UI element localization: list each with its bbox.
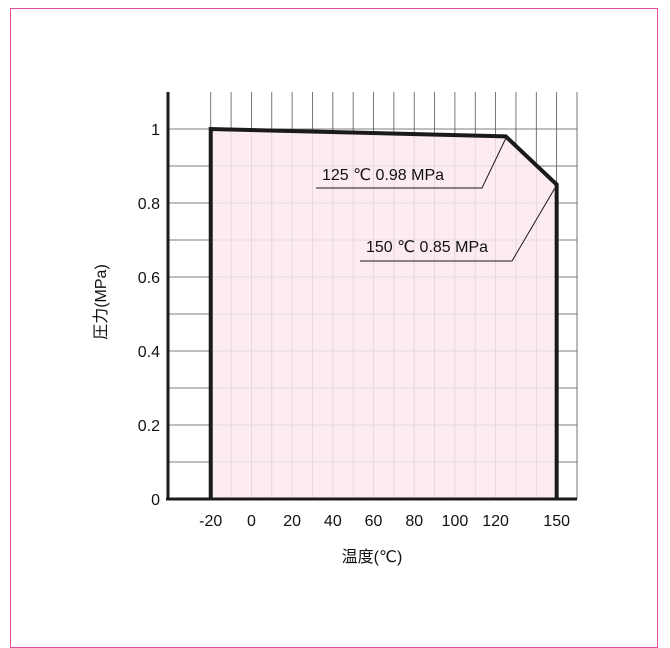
annotation-leader-line	[360, 188, 556, 262]
x-tick-label: 120	[482, 513, 509, 530]
x-tick-label: 150	[543, 513, 570, 530]
x-tick-label: 80	[405, 513, 423, 530]
x-tick-label: -20	[199, 513, 222, 530]
x-tick-label: 0	[247, 513, 256, 530]
annotation-leader-line	[316, 138, 507, 189]
y-tick-label: 1	[151, 122, 160, 139]
annotation-label: 150 ℃ 0.85 MPa	[366, 239, 488, 256]
x-tick-label: 60	[365, 513, 383, 530]
pressure-temperature-chart: -20 0 20 40 60 80 100 120 150 0 0.2 0.4 0.6 0.8 1 125…	[92, 92, 578, 566]
x-tick-label: 100	[442, 513, 469, 530]
y-axis-label: 圧力(MPa)	[92, 264, 110, 340]
y-tick-label: 0.2	[138, 418, 160, 435]
axes	[166, 92, 577, 501]
x-tick-label: 20	[283, 513, 301, 530]
rating-area-fill	[210, 129, 557, 499]
x-tick-label: 40	[324, 513, 342, 530]
y-tick-label: 0.6	[138, 270, 160, 287]
annotations: 125 ℃ 0.98 MPa 150 ℃ 0.85 MPa	[316, 138, 556, 262]
x-axis-label: 温度(℃)	[342, 548, 403, 566]
y-tick-label: 0.8	[138, 196, 160, 213]
x-tick-labels: -20 0 20 40 60 80 100 120 150	[199, 513, 570, 530]
rating-area	[208, 126, 559, 499]
rating-boundary-line	[208, 126, 559, 499]
annotation-label: 125 ℃ 0.98 MPa	[322, 167, 444, 184]
y-tick-label: 0	[151, 492, 160, 509]
y-tick-labels: 0 0.2 0.4 0.6 0.8 1	[138, 122, 160, 509]
y-tick-label: 0.4	[138, 344, 160, 361]
